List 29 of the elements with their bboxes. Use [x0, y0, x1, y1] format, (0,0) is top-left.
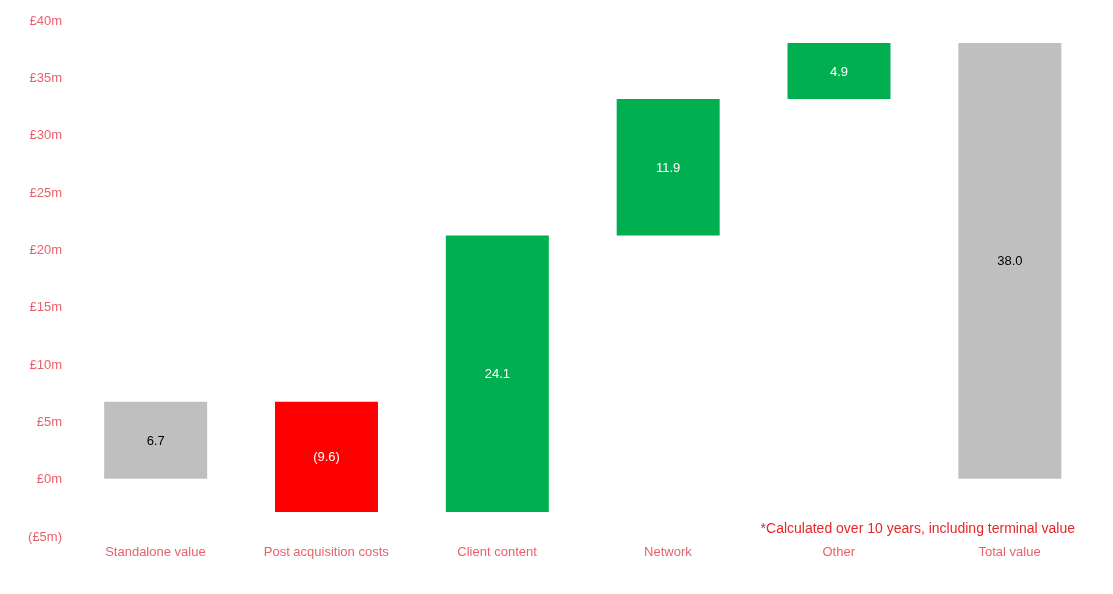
- y-tick-label: £40m: [29, 12, 62, 28]
- x-tick-label: Other: [822, 544, 856, 559]
- y-tick-label: £0m: [36, 471, 62, 487]
- y-tick-label: £10m: [29, 356, 62, 372]
- data-label: 4.9: [829, 63, 849, 79]
- bar: [104, 401, 208, 479]
- y-tick-label: £20m: [29, 241, 62, 257]
- y-tick-label: £35m: [29, 69, 62, 85]
- bar: [275, 401, 378, 512]
- y-tick-label: £25m: [29, 184, 62, 200]
- x-tick-label: Total value: [978, 544, 1041, 559]
- y-tick-label: £5m: [36, 413, 62, 429]
- data-label: 6.7: [146, 432, 165, 448]
- bar: [787, 42, 891, 100]
- y-tick-label: £15m: [29, 299, 62, 315]
- data-label: 24.1: [484, 366, 510, 382]
- y-tick-label: (£5m): [28, 528, 62, 544]
- bar: [616, 99, 720, 236]
- x-tick-label: Post acquisition costs: [263, 544, 390, 559]
- y-tick-label: £30m: [29, 127, 62, 143]
- data-label: (9.6): [313, 449, 340, 465]
- data-label: 11.9: [655, 159, 681, 175]
- x-tick-label: Standalone value: [105, 544, 206, 559]
- annotation: *Calculated over 10 years, including terminal value: [760, 520, 1075, 536]
- bar: [445, 235, 549, 512]
- data-label: 38.0: [997, 253, 1023, 269]
- bar: [958, 42, 1062, 479]
- x-tick-label: Client content: [457, 544, 538, 559]
- x-tick-label: Network: [644, 544, 693, 559]
